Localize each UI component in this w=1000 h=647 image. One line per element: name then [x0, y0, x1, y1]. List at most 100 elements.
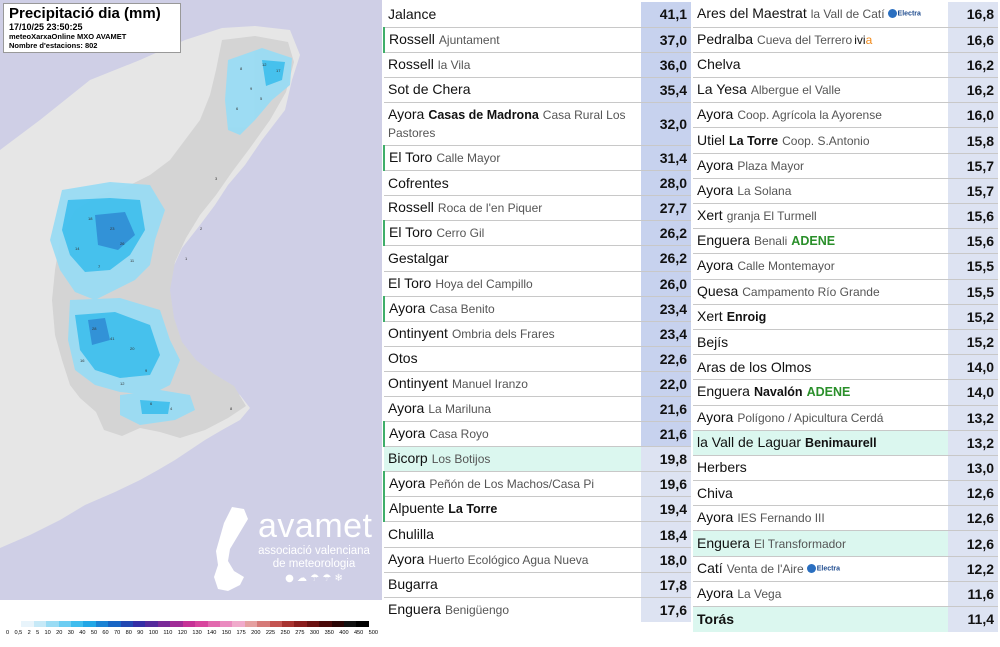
- station-cell[interactable]: Herbers: [693, 455, 948, 482]
- station-row[interactable]: Alpuente La Torre 19,4: [383, 496, 691, 523]
- station-name[interactable]: Bejís: [697, 333, 729, 350]
- station-name[interactable]: Aras de los Olmos: [697, 358, 812, 375]
- station-row[interactable]: Bejís 15,2: [693, 329, 998, 356]
- station-row[interactable]: Ayora Peñón de Los Machos/Casa Pi 19,6: [383, 471, 691, 498]
- station-name[interactable]: El Toro: [389, 224, 433, 241]
- station-row[interactable]: Ayora Casas de Madrona Casa Rural Los Past…: [384, 102, 691, 147]
- station-row[interactable]: Ayora IES Fernando III 12,6: [693, 505, 998, 532]
- station-row[interactable]: Bugarra 17,8: [384, 572, 691, 598]
- station-cell[interactable]: la Vall de Laguar Benimaurell: [693, 430, 948, 456]
- station-cell[interactable]: Ayora Huerto Ecológico Agua Nueva: [384, 547, 641, 573]
- station-row[interactable]: Cofrentes 28,0: [384, 170, 691, 197]
- station-name[interactable]: Sot de Chera: [388, 81, 471, 98]
- station-cell[interactable]: Jalance: [384, 2, 641, 28]
- station-name[interactable]: Cofrentes: [388, 174, 449, 191]
- station-row[interactable]: Xert Enroig 15,2: [693, 304, 998, 330]
- station-name[interactable]: Ayora: [388, 105, 425, 122]
- station-row[interactable]: Enguera Navalón ADENE 14,0: [693, 379, 998, 406]
- station-row[interactable]: Ayora Casa Royo 21,6: [383, 421, 691, 448]
- station-row[interactable]: Chelva 16,2: [693, 52, 998, 79]
- station-row[interactable]: El Toro Calle Mayor 31,4: [383, 145, 691, 172]
- station-name[interactable]: Ayora: [697, 106, 734, 123]
- station-cell[interactable]: Gestalgar: [384, 245, 641, 272]
- station-cell[interactable]: Ayora Polígono / Apicultura Cerdá: [693, 405, 948, 431]
- station-name[interactable]: Xert: [697, 307, 723, 324]
- station-row[interactable]: Rossell Roca de l'en Piquer 27,7: [384, 195, 691, 222]
- station-cell[interactable]: Utiel La Torre Coop. S.Antonio: [693, 127, 948, 154]
- station-name[interactable]: Bicorp: [388, 450, 428, 467]
- station-name[interactable]: Chulilla: [388, 526, 434, 542]
- station-name[interactable]: El Toro: [388, 274, 432, 291]
- station-row[interactable]: Ayora Polígono / Apicultura Cerdá 13,2: [693, 405, 998, 431]
- station-row[interactable]: La Yesa Albergue el Valle 16,2: [693, 77, 998, 104]
- station-cell[interactable]: Pedralba Cueva del Terrero ivia: [693, 27, 948, 53]
- station-name[interactable]: Ayora: [697, 156, 734, 173]
- station-name[interactable]: Rossell: [388, 55, 434, 72]
- station-cell[interactable]: Ayora Casa Royo: [383, 421, 641, 448]
- station-row[interactable]: Enguera Benigüengo 17,6: [384, 597, 691, 623]
- station-cell[interactable]: Sot de Chera: [384, 77, 641, 103]
- station-row[interactable]: Ontinyent Manuel Iranzo 22,0: [384, 371, 691, 397]
- station-cell[interactable]: Chulilla: [384, 521, 641, 548]
- station-row[interactable]: Chiva 12,6: [693, 480, 998, 507]
- station-name[interactable]: Ares del Maestrat: [697, 5, 807, 22]
- station-row[interactable]: Ayora Calle Montemayor 15,5: [693, 253, 998, 280]
- station-cell[interactable]: Rossell Roca de l'en Piquer: [384, 195, 641, 222]
- station-name[interactable]: Rossell: [388, 199, 434, 216]
- station-row[interactable]: Ayora La Vega 11,6: [693, 581, 998, 608]
- station-name[interactable]: Enguera: [697, 383, 750, 400]
- station-cell[interactable]: El Toro Hoya del Campillo: [384, 271, 641, 297]
- station-name[interactable]: Chelva: [697, 56, 741, 73]
- station-name[interactable]: Pedralba: [697, 30, 754, 47]
- station-row[interactable]: Enguera El Transformador 12,6: [693, 530, 998, 557]
- station-row[interactable]: Torás 11,4: [693, 606, 998, 632]
- station-cell[interactable]: Bejís: [693, 329, 948, 356]
- station-cell[interactable]: Ayora Plaza Mayor: [693, 153, 948, 179]
- station-row[interactable]: Enguera Benali ADENE 15,6: [693, 228, 998, 255]
- station-row[interactable]: Ayora La Solana 15,7: [693, 178, 998, 205]
- station-cell[interactable]: Ares del Maestrat la Vall de Catí Electra: [693, 2, 948, 28]
- station-name[interactable]: Ayora: [388, 400, 425, 417]
- station-cell[interactable]: Chelva: [693, 52, 948, 79]
- station-name[interactable]: Ayora: [697, 181, 734, 198]
- station-name[interactable]: Ayora: [389, 475, 426, 492]
- station-row[interactable]: Otos 22,6: [384, 346, 691, 372]
- station-name[interactable]: Gestalgar: [388, 249, 449, 266]
- station-name[interactable]: Ontinyent: [388, 324, 448, 341]
- station-row[interactable]: Catí Venta de l'Aire Electra 12,2: [693, 556, 998, 582]
- station-row[interactable]: Bicorp Los Botijos 19,8: [384, 446, 691, 473]
- station-name[interactable]: Bugarra: [388, 576, 438, 593]
- station-row[interactable]: Ontinyent Ombria dels Frares 23,4: [384, 321, 691, 347]
- station-row[interactable]: Herbers 13,0: [693, 455, 998, 482]
- station-row[interactable]: Ayora Huerto Ecológico Agua Nueva 18,0: [384, 547, 691, 573]
- station-name[interactable]: Jalance: [388, 5, 437, 22]
- station-cell[interactable]: Enguera Benigüengo: [384, 597, 641, 622]
- station-cell[interactable]: Rossell la Vila: [384, 52, 641, 78]
- station-row[interactable]: Chulilla 18,4: [384, 521, 691, 548]
- station-row[interactable]: Ayora Casa Benito 23,4: [383, 296, 691, 322]
- station-name[interactable]: Ayora: [697, 584, 734, 601]
- station-cell[interactable]: Chiva: [693, 480, 948, 507]
- station-row[interactable]: la Vall de Laguar Benimaurell 13,2: [693, 430, 998, 456]
- station-cell[interactable]: Ayora IES Fernando III: [693, 505, 948, 532]
- station-row[interactable]: Gestalgar 26,2: [384, 245, 691, 272]
- station-cell[interactable]: Rossell Ajuntament: [383, 27, 641, 53]
- station-cell[interactable]: Enguera Benali ADENE: [693, 228, 948, 255]
- station-row[interactable]: El Toro Hoya del Campillo 26,0: [384, 271, 691, 297]
- station-cell[interactable]: Ayora Casa Benito: [383, 296, 641, 322]
- station-name[interactable]: Enguera: [697, 232, 750, 249]
- station-cell[interactable]: Quesa Campamento Río Grande: [693, 279, 948, 305]
- station-cell[interactable]: Bugarra: [384, 572, 641, 598]
- station-name[interactable]: Rossell: [389, 30, 435, 47]
- station-name[interactable]: Catí: [697, 559, 723, 576]
- station-cell[interactable]: Ayora La Solana: [693, 178, 948, 205]
- station-row[interactable]: Sot de Chera 35,4: [384, 77, 691, 103]
- station-name[interactable]: Enguera: [388, 601, 441, 618]
- station-name[interactable]: Enguera: [697, 534, 750, 551]
- station-row[interactable]: Jalance 41,1: [384, 2, 691, 28]
- station-row[interactable]: Rossell la Vila 36,0: [384, 52, 691, 78]
- station-cell[interactable]: Ayora La Vega: [693, 581, 948, 608]
- station-cell[interactable]: Bicorp Los Botijos: [384, 446, 641, 473]
- station-name[interactable]: Utiel: [697, 131, 726, 148]
